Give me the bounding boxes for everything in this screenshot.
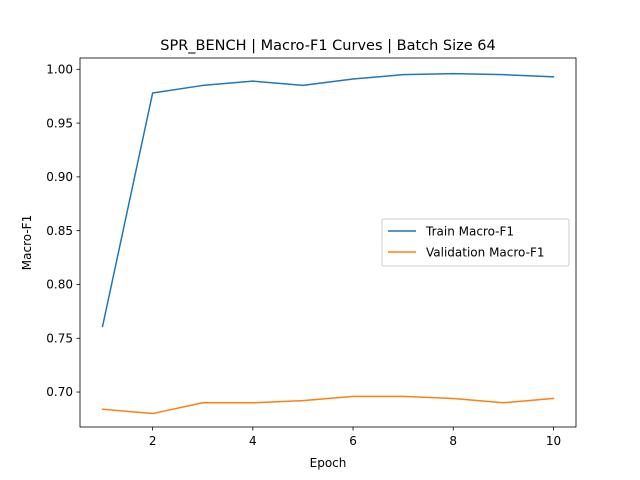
series-line-train — [101, 72, 555, 328]
x-tick-label: 4 — [249, 434, 257, 448]
y-tick-label: 0.95 — [46, 116, 73, 130]
legend-box — [381, 218, 570, 267]
series-line-validation — [101, 395, 555, 415]
plot-frame — [79, 57, 577, 428]
y-axis-ticks: 0.70 0.75 0.80 0.85 0.90 0.95 1.00 — [46, 62, 80, 399]
legend-label-validation: Validation Macro-F1 — [426, 245, 544, 259]
chart-title: SPR_BENCH | Macro-F1 Curves | Batch Size… — [160, 38, 495, 54]
series-layer — [101, 72, 555, 415]
legend-label-train: Train Macro-F1 — [425, 224, 514, 238]
x-tick-label: 8 — [449, 434, 457, 448]
legend: Train Macro-F1 Validation Macro-F1 — [381, 218, 570, 267]
y-tick-label: 1.00 — [46, 62, 73, 76]
y-tick-label: 0.70 — [46, 385, 73, 399]
x-axis-label: Epoch — [310, 456, 347, 470]
axes — [79, 57, 577, 428]
x-tick-label: 6 — [349, 434, 357, 448]
y-tick-label: 0.75 — [46, 331, 73, 345]
x-tick-label: 2 — [149, 434, 157, 448]
y-tick-label: 0.90 — [46, 170, 73, 184]
x-tick-label: 10 — [546, 434, 561, 448]
y-tick-label: 0.80 — [46, 278, 73, 292]
x-axis-ticks: 2 4 6 8 10 — [149, 427, 561, 448]
y-tick-label: 0.85 — [46, 224, 73, 238]
y-axis-label: Macro-F1 — [20, 215, 34, 270]
